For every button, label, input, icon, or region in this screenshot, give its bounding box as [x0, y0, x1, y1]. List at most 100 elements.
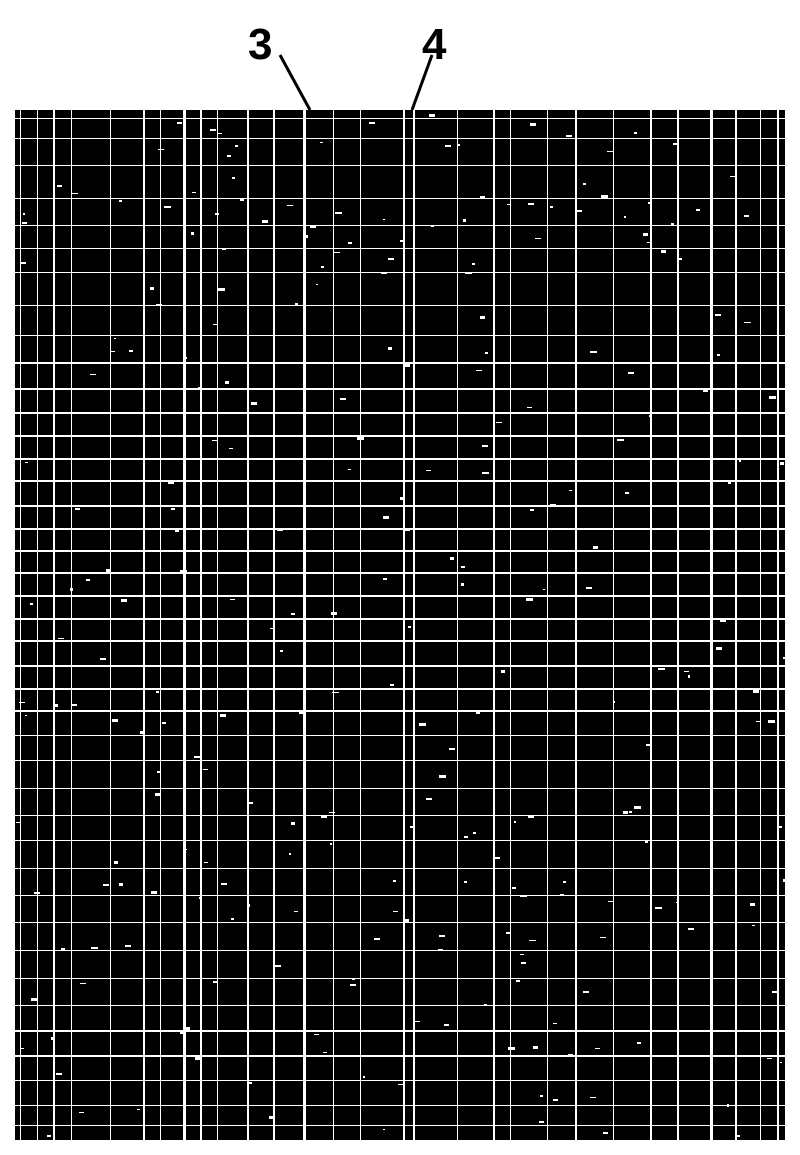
horizontal-line: [15, 978, 785, 979]
dash-speckle: [275, 965, 281, 967]
dash-speckle: [634, 806, 641, 809]
dash-speckle: [445, 145, 451, 147]
dash-speckle: [576, 210, 582, 213]
dash-speckle: [643, 233, 649, 236]
dash-speckle: [269, 1116, 274, 1119]
horizontal-line: [15, 480, 785, 482]
dash-speckle: [200, 573, 202, 575]
vertical-line: [457, 110, 458, 1140]
dash-speckle: [230, 599, 236, 601]
dash-speckle: [222, 248, 226, 249]
dash-speckle: [291, 613, 295, 615]
horizontal-line: [15, 528, 785, 530]
dash-speckle: [495, 595, 499, 597]
dash-speckle: [736, 1135, 740, 1138]
dash-speckle: [482, 445, 488, 448]
dash-speckle: [218, 288, 225, 291]
dash-speckle: [119, 200, 122, 202]
dash-speckle: [231, 918, 234, 919]
dash-speckle: [114, 861, 118, 864]
horizontal-line: [15, 248, 785, 249]
dash-speckle: [426, 798, 432, 800]
dash-speckle: [463, 219, 465, 221]
dash-speckle: [213, 981, 218, 983]
dash-speckle: [607, 151, 613, 153]
dash-speckle: [716, 647, 723, 650]
horizontal-line: [15, 640, 785, 642]
vertical-line: [200, 110, 202, 1140]
dash-speckle: [23, 213, 25, 215]
dash-speckle: [648, 202, 651, 204]
dash-speckle: [569, 490, 573, 492]
dash-speckle: [191, 232, 195, 235]
dash-speckle: [183, 357, 187, 359]
dash-speckle: [110, 351, 114, 352]
vertical-line: [493, 110, 495, 1140]
vertical-line: [650, 110, 652, 1140]
dash-speckle: [340, 398, 347, 400]
dash-speckle: [171, 508, 175, 510]
dash-speckle: [262, 220, 267, 223]
dash-speckle: [121, 599, 126, 601]
dash-speckle: [530, 509, 534, 511]
horizontal-line: [15, 388, 785, 390]
horizontal-line: [15, 165, 785, 166]
dash-speckle: [520, 954, 525, 955]
horizontal-line: [15, 458, 785, 460]
dash-speckle: [778, 826, 782, 828]
dash-speckle: [767, 1058, 772, 1059]
dash-speckle: [100, 658, 106, 660]
dash-speckle: [550, 504, 556, 507]
dash-speckle: [728, 482, 731, 484]
dash-speckle: [496, 422, 502, 423]
dash-speckle: [388, 347, 393, 350]
dash-speckle: [671, 223, 674, 225]
dash-speckle: [321, 266, 324, 268]
horizontal-line: [15, 1080, 785, 1081]
horizontal-line: [15, 922, 785, 923]
dash-speckle: [114, 338, 117, 339]
dash-speckle: [727, 1104, 729, 1107]
dash-speckle: [438, 949, 443, 950]
dash-speckle: [314, 1034, 319, 1035]
dash-speckle: [321, 816, 327, 817]
dash-speckle: [137, 1109, 139, 1110]
dash-speckle: [688, 928, 695, 930]
dash-speckle: [563, 881, 566, 883]
callout-label-4: 4: [422, 20, 446, 70]
dash-speckle: [212, 440, 217, 442]
dash-speckle: [323, 1052, 326, 1053]
vertical-line: [575, 110, 577, 1140]
dash-speckle: [613, 701, 615, 703]
dash-speckle: [80, 983, 86, 984]
vertical-line: [143, 110, 145, 1140]
dash-speckle: [240, 199, 245, 201]
dash-speckle: [528, 203, 534, 205]
dash-speckle: [215, 213, 219, 215]
horizontal-line: [15, 572, 785, 574]
dash-speckle: [393, 911, 397, 912]
dash-speckle: [156, 304, 162, 305]
dash-speckle: [91, 947, 97, 949]
dash-speckle: [508, 1047, 515, 1050]
dash-speckle: [247, 802, 253, 804]
dash-speckle: [21, 262, 26, 264]
vertical-line: [71, 110, 72, 1140]
horizontal-line: [15, 198, 785, 199]
dash-speckle: [645, 841, 648, 843]
dash-speckle: [507, 204, 510, 205]
vertical-line: [760, 110, 761, 1140]
dash-speckle: [289, 853, 292, 855]
dash-speckle: [374, 938, 379, 940]
dash-speckle: [400, 240, 404, 242]
dash-speckle: [229, 448, 233, 449]
dash-speckle: [404, 528, 411, 531]
dash-speckle: [647, 242, 649, 243]
vertical-line: [403, 110, 405, 1140]
dash-speckle: [103, 884, 109, 886]
dash-speckle: [320, 142, 322, 143]
dash-speckle: [553, 1023, 558, 1024]
dash-speckle: [158, 149, 163, 150]
horizontal-line: [15, 788, 785, 789]
dash-speckle: [247, 904, 250, 907]
